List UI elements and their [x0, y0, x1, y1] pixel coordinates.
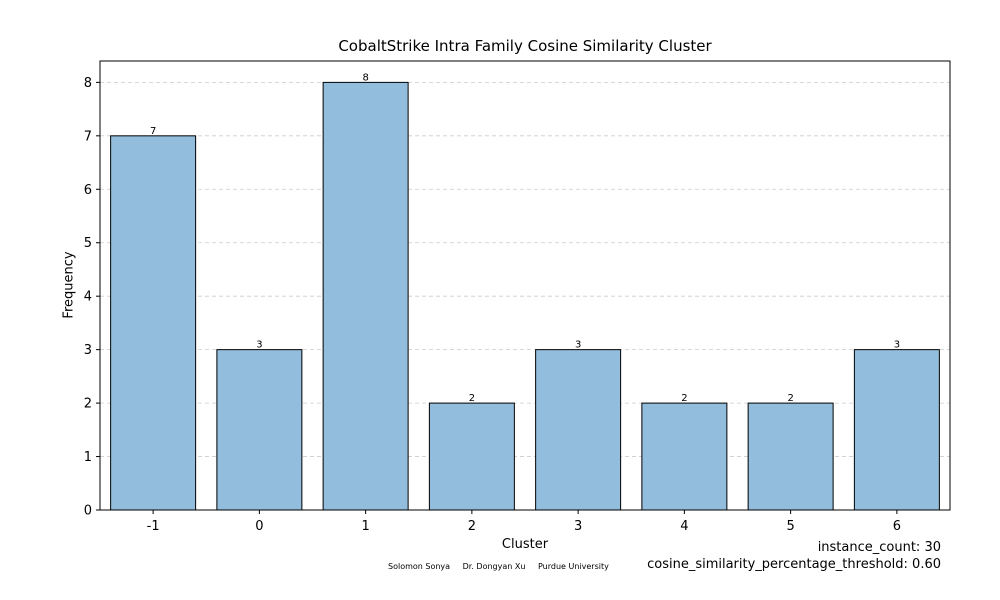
data-label: 2 — [469, 393, 475, 404]
instance-count-text: instance_count: 30 — [817, 540, 941, 555]
data-label: 3 — [894, 340, 900, 351]
stats-annotation: instance_count: 30 cosine_similarity_per… — [647, 539, 941, 573]
credit-institution: Purdue University — [537, 562, 609, 571]
y-tick-label: 0 — [84, 504, 92, 519]
y-tick-label: 6 — [84, 183, 92, 198]
y-tick-label: 4 — [84, 290, 92, 305]
bar — [216, 349, 303, 511]
bar — [110, 135, 197, 511]
y-tick-label: 2 — [84, 397, 92, 412]
plot-frame — [99, 60, 951, 511]
x-tick-label: 3 — [574, 519, 582, 534]
x-tick-label: 1 — [361, 519, 369, 534]
credit-advisor: Dr. Dongyan Xu — [462, 562, 526, 571]
x-tick-label: 0 — [255, 519, 263, 534]
y-tick-label: 7 — [84, 129, 92, 144]
y-tick-label: 5 — [84, 236, 92, 251]
x-tick-label: 5 — [786, 519, 794, 534]
y-tick-label: 1 — [84, 450, 92, 465]
data-label: 2 — [681, 393, 687, 404]
bar — [853, 349, 940, 511]
x-tick-label: 4 — [680, 519, 688, 534]
x-tick-label: -1 — [147, 519, 160, 534]
y-axis-label: Frequency — [61, 251, 77, 319]
x-axis-label: Cluster — [501, 537, 549, 552]
bar — [641, 402, 728, 511]
chart-title: CobaltStrike Intra Family Cosine Similar… — [338, 37, 712, 55]
x-tick-label: 6 — [893, 519, 901, 534]
y-tick-label: 8 — [84, 76, 92, 91]
credits: Solomon Sonya Dr. Dongyan Xu Purdue Univ… — [388, 562, 619, 571]
credit-author: Solomon Sonya — [388, 562, 451, 571]
bar — [535, 349, 622, 511]
data-label: 3 — [575, 340, 581, 351]
bar — [747, 402, 834, 511]
data-label: 7 — [150, 126, 156, 137]
threshold-text: cosine_similarity_percentage_threshold: … — [647, 557, 941, 572]
data-label: 2 — [787, 393, 793, 404]
data-label: 3 — [256, 340, 262, 351]
x-tick-label: 2 — [468, 519, 476, 534]
bar — [322, 81, 409, 511]
bar — [428, 402, 515, 511]
data-label: 8 — [362, 72, 368, 83]
y-tick-label: 3 — [84, 343, 92, 358]
